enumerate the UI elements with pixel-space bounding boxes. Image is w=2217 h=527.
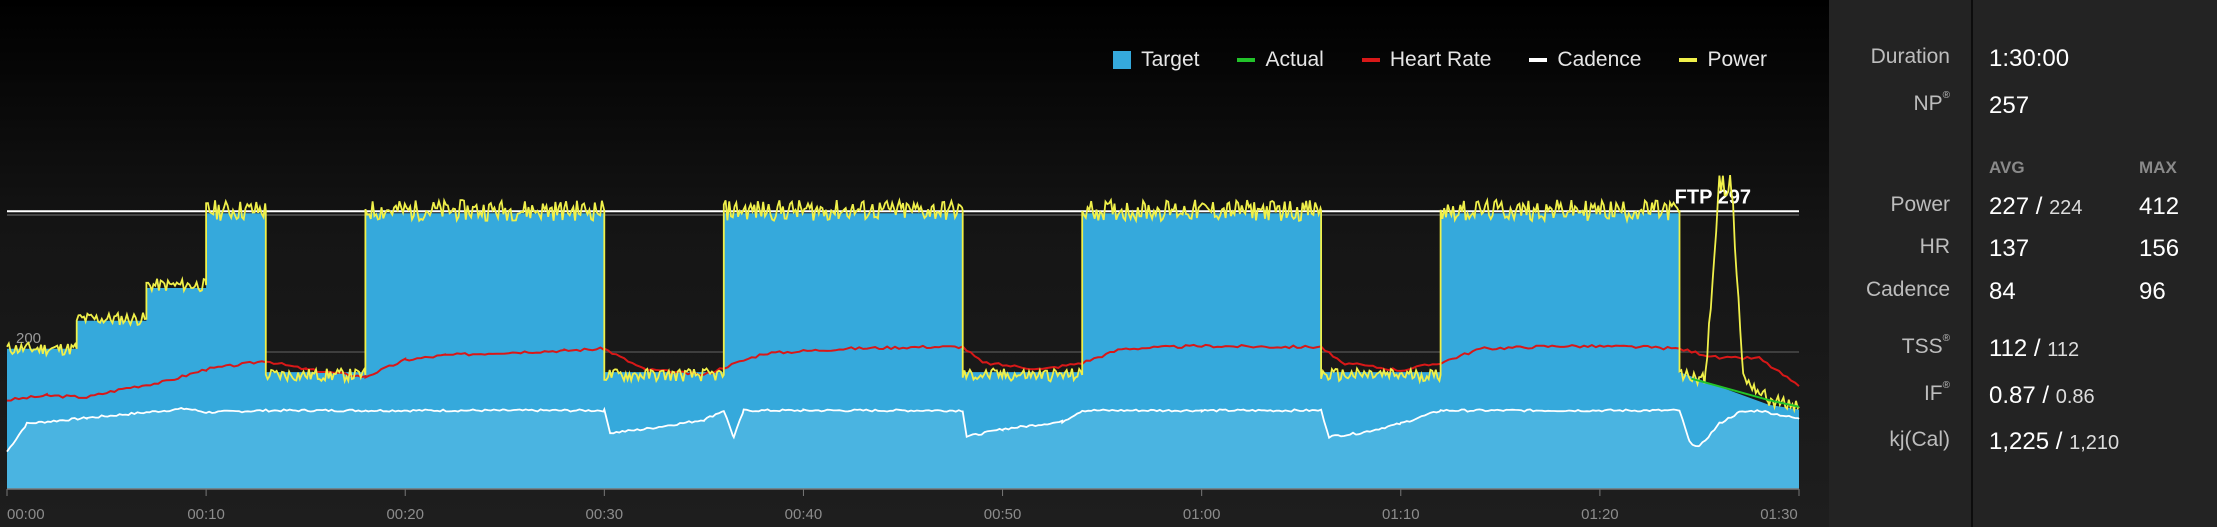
duration-value: 1:30:00 (1989, 45, 2070, 72)
x-tick-label: 00:50 (984, 506, 1022, 523)
legend-label: Power (1707, 48, 1767, 71)
cadence-label: Cadence (1865, 278, 1950, 301)
legend-swatch (1237, 58, 1256, 62)
x-tick-label: 01:10 (1382, 506, 1420, 523)
power-max: 412 (2139, 193, 2180, 220)
y-tick-label: 200 (16, 330, 41, 347)
x-tick-label: 01:30 (1760, 506, 1798, 523)
legend-item-heart-rate: Heart Rate (1361, 48, 1492, 72)
avg-header: AVG (1989, 158, 2025, 177)
x-tick-label: 01:00 (1183, 506, 1221, 523)
legend-item-power: Power (1679, 48, 1767, 72)
chart-panel: 200 FTP 297 00:00 00:10 00:20 00:30 00:40 00:50… (0, 0, 1829, 527)
x-tick-label: 00:00 (7, 506, 45, 523)
actual-line (1691, 377, 1800, 408)
if-value: 0.87 / 0.86 (1989, 382, 2095, 409)
stats-divider (1971, 0, 1973, 527)
stats-panel (1829, 0, 2217, 527)
duration-label: Duration (1870, 45, 1950, 68)
legend-swatch (1113, 51, 1132, 69)
x-tick-label: 00:10 (187, 506, 225, 523)
tss-label: TSS® (1901, 333, 1950, 358)
x-tick-label: 00:20 (386, 506, 424, 523)
cadence-line (6, 406, 1800, 453)
power-label: Power (1890, 193, 1950, 216)
legend-label: Cadence (1557, 48, 1642, 71)
cadence-max: 96 (2139, 278, 2166, 305)
max-header: MAX (2139, 158, 2177, 177)
hr-max: 156 (2139, 235, 2180, 262)
kj-label: kj(Cal) (1889, 428, 1950, 451)
workout-chart: 200 FTP 297 00:00 00:10 00:20 00:30 00:40 00:50… (6, 175, 1800, 523)
legend-swatch (1529, 58, 1548, 62)
legend-swatch (1361, 58, 1380, 62)
x-tick-label: 00:40 (785, 506, 823, 523)
if-label: IF® (1923, 380, 1950, 405)
np-value: 257 (1989, 92, 2030, 119)
legend-item-target: Target (1113, 48, 1199, 72)
legend-item-cadence: Cadence (1529, 48, 1641, 72)
legend-label: Heart Rate (1389, 48, 1492, 71)
cadence-band (7, 408, 1799, 489)
x-tick-label: 01:20 (1581, 506, 1619, 523)
tss-value: 112 / 112 (1989, 335, 2080, 362)
np-label: NP® (1913, 90, 1950, 115)
hr-avg: 137 (1989, 235, 2030, 262)
x-tick-label: 00:30 (586, 506, 624, 523)
heart-rate-line (6, 343, 1800, 402)
legend-label: Actual (1265, 48, 1324, 71)
power-avg: 227 / 224 (1989, 193, 2083, 220)
kj-value: 1,225 / 1,210 (1989, 428, 2120, 455)
cadence-avg: 84 (1989, 278, 2016, 305)
legend-item-actual: Actual (1237, 48, 1324, 72)
power-line (6, 175, 1800, 414)
hr-label: HR (1919, 235, 1950, 258)
legend-swatch (1679, 58, 1698, 62)
chart-legend: Target Actual Heart Rate Cadence Power (1113, 48, 1767, 72)
legend-label: Target (1141, 48, 1200, 71)
ftp-label: FTP 297 (1675, 186, 1751, 208)
